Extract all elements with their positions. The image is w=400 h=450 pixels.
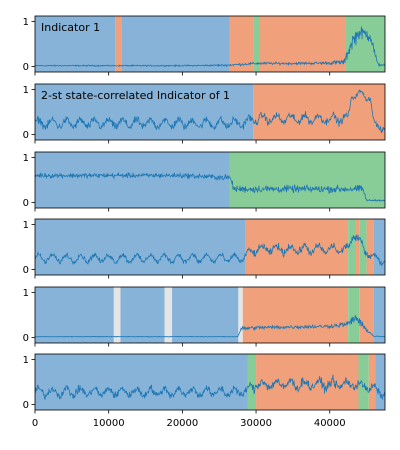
state-span-green [348, 219, 356, 275]
panel-5: 01 [23, 286, 386, 347]
y-tick-label: 0 [23, 400, 29, 411]
state-span-gray [113, 287, 121, 343]
state-span-blue [35, 152, 230, 208]
state-span-blue [35, 219, 245, 275]
y-tick-label: 0 [23, 198, 29, 209]
state-span-blue [172, 287, 239, 343]
panel-frame [34, 286, 386, 344]
state-span-blue [35, 84, 254, 140]
y-tick-label: 1 [23, 220, 29, 231]
state-span-blue [373, 287, 385, 343]
series-line [35, 89, 385, 134]
state-span-orange [229, 16, 254, 72]
panel-title: Indicator 1 [41, 21, 100, 34]
y-tick-label: 1 [23, 153, 29, 164]
state-span-blue [120, 287, 165, 343]
panel-frame [34, 353, 386, 411]
state-span-blue [35, 354, 248, 410]
state-span-green [348, 287, 360, 343]
panel-plot-area [35, 16, 385, 72]
y-tick-label: 1 [23, 17, 29, 28]
panel-1: 0 1 Indicator 1 [23, 15, 386, 76]
state-span-blue [35, 287, 114, 343]
x-tick-label: 20000 [166, 418, 198, 429]
state-span-orange [253, 84, 385, 140]
panel-title: 2-st state-correlated Indicator of 1 [41, 89, 230, 102]
series-line [35, 26, 385, 68]
panel-plot-area [35, 152, 385, 208]
series-line [35, 171, 385, 202]
panel-2: 0 1 2-st state-correlated Indicator of 1 [23, 83, 386, 144]
x-tick-label: 40000 [314, 418, 346, 429]
state-span-blue [375, 354, 385, 410]
y-tick-label: 1 [23, 85, 29, 96]
state-span-blue [373, 219, 385, 275]
panel-frame [34, 15, 386, 73]
panel-plot-area [35, 84, 385, 140]
state-span-orange [368, 354, 376, 410]
x-tick-label: 10000 [93, 418, 125, 429]
panel-frame [34, 151, 386, 209]
state-span-green [229, 152, 385, 208]
state-span-gray [164, 287, 173, 343]
y-tick-label: 1 [23, 288, 29, 299]
series-line [35, 374, 385, 401]
y-tick-label: 0 [23, 265, 29, 276]
series-line [35, 315, 385, 338]
state-span-blue [35, 16, 116, 72]
panel-4: 01 [23, 218, 386, 279]
y-tick-label: 0 [23, 333, 29, 344]
panel-3: 01 [23, 151, 386, 212]
y-tick-label: 1 [23, 355, 29, 366]
panel-frame [34, 83, 386, 141]
state-span-orange [359, 287, 374, 343]
series-line [35, 234, 385, 266]
y-tick-label: 0 [23, 130, 29, 141]
panel-plot-area [35, 287, 385, 343]
y-tick-label: 0 [23, 62, 29, 73]
state-span-orange [115, 16, 122, 72]
panel-6: 01 [23, 353, 386, 414]
panel-frame [34, 218, 386, 276]
state-span-green [358, 354, 369, 410]
state-span-green [253, 16, 259, 72]
panel-plot-area [35, 219, 385, 275]
state-span-gray [238, 287, 243, 343]
x-tick-label: 30000 [240, 418, 272, 429]
state-span-orange [242, 287, 349, 343]
x-tick-label: 0 [32, 418, 38, 429]
panel-plot-area [35, 354, 385, 410]
state-span-green [247, 354, 257, 410]
state-span-blue [121, 16, 230, 72]
state-span-orange [366, 219, 374, 275]
state-span-orange [355, 219, 360, 275]
